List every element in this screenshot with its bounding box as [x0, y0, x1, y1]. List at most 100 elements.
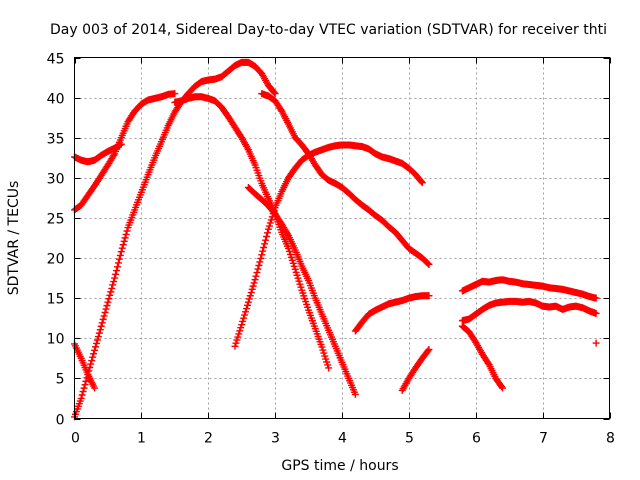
series-track-12 [458, 297, 600, 325]
data-point [239, 317, 247, 325]
data-point [100, 312, 108, 320]
data-point [107, 288, 115, 296]
data-point [237, 324, 245, 332]
data-point [232, 339, 240, 347]
data-point [108, 284, 116, 292]
series-track-5 [171, 93, 333, 372]
y-tick-labels: 0 5 10 15 20 25 30 35 40 45 [47, 52, 65, 429]
x-tick-label: 1 [137, 431, 146, 447]
data-point [122, 230, 130, 238]
data-point [261, 240, 269, 248]
data-point [119, 241, 127, 249]
data-point [110, 278, 118, 286]
series-track-11 [458, 276, 600, 302]
y-tick-label: 40 [47, 92, 65, 108]
data-point [417, 178, 425, 186]
data-point [425, 260, 433, 268]
data-point [250, 279, 258, 287]
data-point [418, 179, 426, 187]
data-point [425, 346, 433, 354]
data-point [252, 272, 260, 280]
y-tick-label: 25 [47, 212, 65, 228]
data-point [244, 298, 252, 306]
data-point [103, 302, 111, 310]
data-point [270, 88, 278, 96]
series-track-7 [258, 90, 433, 268]
data-point [253, 269, 261, 277]
data-point [110, 151, 118, 159]
data-point [88, 357, 96, 365]
data-point [258, 251, 266, 259]
data-point [97, 322, 105, 330]
series-track-13 [458, 322, 506, 392]
data-point [120, 237, 128, 245]
data-point [260, 244, 268, 252]
data-point [95, 329, 103, 337]
data-point [271, 90, 279, 98]
chart-title: Day 003 of 2014, Sidereal Day-to-day VTE… [50, 22, 607, 38]
data-point [118, 244, 126, 252]
y-tick-label: 20 [47, 252, 65, 268]
y-tick-label: 35 [47, 132, 65, 148]
data-point [257, 254, 265, 262]
data-point [351, 390, 359, 398]
data-point [263, 229, 271, 237]
data-point [81, 381, 89, 389]
data-point [262, 236, 270, 244]
data-point [236, 327, 244, 335]
x-tick-label: 0 [71, 431, 80, 447]
data-point [96, 326, 104, 334]
data-point [247, 289, 255, 297]
series-track-14 [592, 339, 600, 347]
data-point [267, 216, 275, 224]
data-point [89, 353, 97, 361]
data-point [256, 258, 264, 266]
data-point [171, 90, 179, 98]
data-point [424, 347, 432, 355]
data-point [113, 263, 121, 271]
data-point [424, 260, 432, 268]
data-markers [71, 58, 600, 421]
data-point [113, 267, 121, 275]
data-point [233, 336, 241, 344]
data-point [91, 346, 99, 354]
x-tick-label: 4 [338, 431, 347, 447]
series-track-10 [398, 346, 433, 394]
series-track-9 [351, 292, 433, 335]
series-track-4 [71, 340, 99, 392]
data-point [325, 364, 333, 372]
y-axis-label: SDTVAR / TECUs [6, 181, 22, 296]
data-point [592, 339, 600, 347]
data-point [82, 377, 90, 385]
x-tick-label: 6 [472, 431, 481, 447]
data-point [77, 394, 85, 402]
data-point [101, 308, 109, 316]
data-point [284, 230, 292, 238]
data-point [235, 330, 243, 338]
y-tick-label: 30 [47, 172, 65, 188]
data-point [266, 219, 274, 227]
data-point [92, 343, 100, 351]
data-point [104, 298, 112, 306]
data-point [246, 292, 254, 300]
data-point [79, 388, 87, 396]
data-point [255, 262, 263, 270]
data-point [121, 234, 129, 242]
data-point [78, 391, 86, 399]
data-point [240, 314, 248, 322]
data-point [99, 315, 107, 323]
data-point [102, 305, 110, 313]
data-point [115, 255, 123, 263]
data-point [243, 301, 251, 309]
data-point [242, 308, 250, 316]
data-point [117, 248, 125, 256]
data-point [92, 339, 100, 347]
data-point [248, 285, 256, 293]
data-point [105, 295, 113, 303]
data-point [245, 295, 253, 303]
x-axis-label: GPS time / hours [281, 458, 398, 474]
series-track-2 [71, 90, 179, 214]
data-point [87, 360, 95, 368]
y-tick-label: 45 [47, 52, 65, 68]
